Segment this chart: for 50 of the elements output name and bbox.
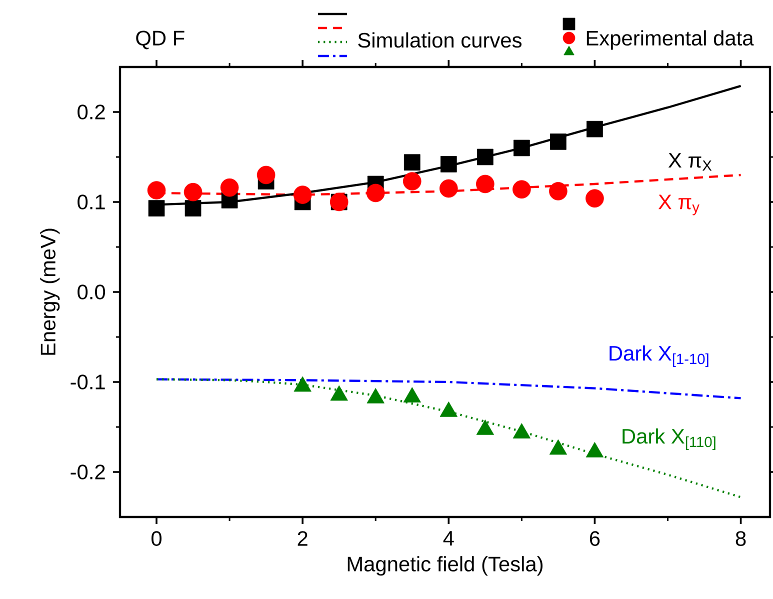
point <box>404 154 420 171</box>
line-series <box>155 378 742 498</box>
chart-title: QD F <box>136 30 184 50</box>
series-label: X π$_{y}$ <box>658 194 700 216</box>
point <box>220 178 239 197</box>
x-tick-label: 8 <box>736 531 746 546</box>
point <box>184 200 202 216</box>
point <box>330 385 348 401</box>
x-axis-title: Magnetic field (Tesla) <box>348 556 543 576</box>
y-axis-title: Energy (meV) <box>40 228 60 355</box>
point <box>294 376 312 392</box>
series-label: Dark X$_{[1-10]}$ <box>610 345 708 368</box>
point <box>512 180 531 199</box>
text: Simulation curves <box>358 32 522 48</box>
point <box>184 182 202 202</box>
point <box>366 388 384 404</box>
point <box>586 189 604 208</box>
point <box>403 387 421 402</box>
y-tick-label: -0.2 <box>70 464 105 480</box>
point <box>586 442 604 458</box>
x-tick-label: 4 <box>443 531 454 546</box>
series-label: Dark X$_{[110]}$ <box>622 428 716 450</box>
point <box>512 423 531 438</box>
point <box>148 200 165 216</box>
point <box>366 184 385 202</box>
point <box>586 120 603 138</box>
point <box>476 420 494 435</box>
point <box>440 156 457 172</box>
point <box>256 166 276 184</box>
y-tick-label: 0.2 <box>78 104 105 120</box>
point <box>476 174 494 194</box>
point <box>440 402 458 417</box>
x-tick-label: 0 <box>152 531 162 546</box>
point <box>550 134 566 150</box>
x-tick-label: 2 <box>298 531 308 546</box>
point <box>549 439 568 455</box>
point <box>293 186 312 204</box>
point <box>147 181 166 200</box>
line-series <box>155 378 742 400</box>
text: Experimental data <box>586 30 754 50</box>
point <box>549 182 568 200</box>
x-tick-label: 6 <box>590 531 600 546</box>
point <box>514 140 530 156</box>
text: X π$_{X}$ <box>668 153 712 171</box>
y-tick-label: -0.1 <box>70 374 105 390</box>
point <box>439 179 458 198</box>
y-tick-label: 0.0 <box>78 284 106 300</box>
y-tick-label: 0.1 <box>78 194 105 210</box>
point <box>402 172 422 190</box>
point <box>477 148 494 166</box>
